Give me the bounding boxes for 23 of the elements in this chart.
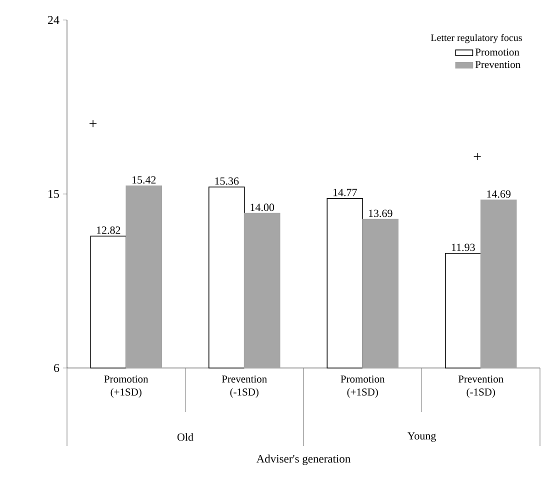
x-tick-label: Promotion (+1SD) bbox=[340, 376, 385, 398]
data-label: 13.69 bbox=[368, 210, 392, 218]
x-tick-label: Prevention (-1SD) bbox=[458, 376, 504, 398]
x-axis-title: Adviser's generation bbox=[256, 454, 350, 466]
data-label: 14.77 bbox=[333, 188, 357, 196]
legend-label: Prevention bbox=[475, 61, 520, 68]
x-tick-label: Promotion (+1SD) bbox=[104, 376, 148, 398]
text: Young bbox=[407, 432, 436, 442]
annotation: + bbox=[474, 153, 481, 160]
data-label: 11.93 bbox=[452, 244, 475, 252]
data-label: 15.42 bbox=[132, 176, 156, 184]
annotation: + bbox=[90, 120, 97, 128]
y-tick-label: 6 bbox=[54, 364, 60, 372]
data-label: 14.69 bbox=[487, 190, 511, 198]
legend-label: Promotion bbox=[475, 48, 520, 56]
y-tick-label: 24 bbox=[48, 16, 60, 24]
data-label: 14.00 bbox=[250, 204, 274, 212]
y-tick-label: 15 bbox=[48, 190, 60, 198]
x-tick-label: Prevention (-1SD) bbox=[222, 376, 267, 398]
legend-title: Letter regulatory focus bbox=[430, 34, 522, 44]
text: Old bbox=[177, 433, 194, 441]
data-label: 12.82 bbox=[96, 226, 120, 234]
data-label: 15.36 bbox=[215, 177, 239, 185]
